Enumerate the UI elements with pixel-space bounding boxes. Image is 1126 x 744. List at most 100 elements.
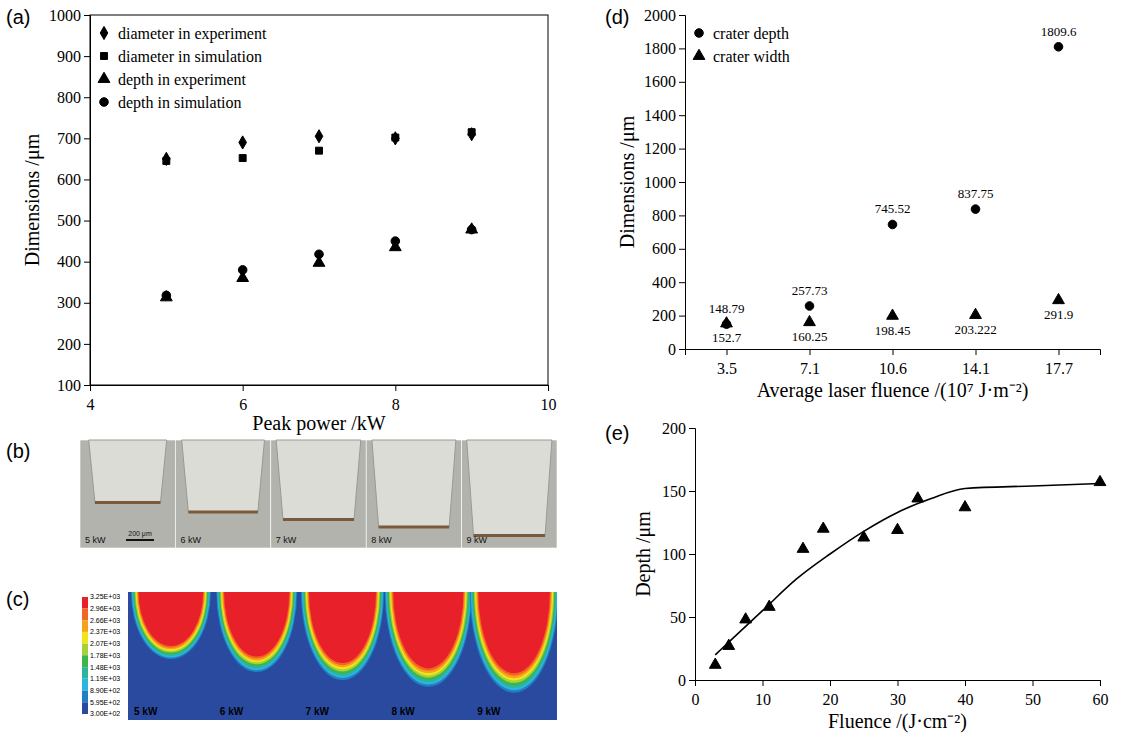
pool-contour [390, 592, 467, 675]
tick: 40 [958, 680, 974, 708]
axis-line [84, 16, 91, 386]
pool-contour [216, 592, 297, 672]
tick-label: 60 [1093, 691, 1109, 708]
panel-letter: (d) [605, 6, 629, 28]
tick: 100 [662, 546, 695, 563]
point [316, 147, 323, 154]
point [392, 134, 399, 141]
pool-contour [470, 592, 557, 693]
panel-letter: (e) [605, 422, 629, 444]
tick-mark [84, 56, 90, 57]
point [721, 317, 733, 327]
tick-label: 14.1 [962, 360, 990, 377]
tick-label: 500 [57, 212, 81, 229]
point [163, 152, 171, 165]
data-label: 257.73 [792, 283, 828, 298]
crater [182, 440, 265, 512]
point [1053, 293, 1065, 303]
tick-mark [679, 249, 685, 250]
data-label: 1809.6 [1041, 24, 1077, 39]
pool-contour [139, 592, 204, 646]
colorbar-label: 2.96E+03 [90, 605, 120, 612]
tick: 7.1 [800, 349, 820, 377]
point [392, 132, 400, 145]
tick-mark [90, 385, 91, 391]
photo-label: 5 kW [85, 535, 106, 545]
photo-label: 8 kW [371, 535, 392, 545]
pool-contour [304, 592, 381, 674]
pool-label: 8 kW [391, 706, 415, 717]
tick: 100 [57, 377, 90, 394]
tick-mark [689, 680, 695, 681]
marks [160, 128, 477, 301]
point [239, 136, 247, 149]
x-axis: 3.57.110.614.117.7 [686, 349, 1101, 377]
legend-marker [693, 49, 705, 59]
tick-mark [965, 680, 966, 686]
legend-label: depth in experiment [118, 71, 247, 89]
point [466, 223, 478, 233]
pool-contour [222, 592, 291, 660]
tick: 1200 [644, 140, 685, 157]
tick-mark [893, 349, 894, 355]
pool-contour [478, 592, 549, 673]
tick-label: 900 [57, 48, 81, 65]
tick: 10 [541, 385, 557, 413]
tick: 8 [392, 385, 400, 413]
point [888, 220, 897, 229]
point [468, 129, 475, 136]
legend-marker [695, 29, 704, 38]
x-axis: 46810 [87, 385, 557, 413]
tick-mark [679, 182, 685, 183]
tick-mark [1033, 680, 1034, 686]
tick: 2000 [644, 7, 685, 24]
pool-contour [218, 592, 295, 668]
tick-label: 200 [57, 336, 81, 353]
tick-mark [84, 303, 90, 304]
tick-label: 200 [652, 307, 676, 324]
x-axis-title: Average laser fluence /(10⁷ J·m⁻²) [757, 379, 1029, 402]
pool-contour [306, 592, 379, 669]
crater-bottom [95, 501, 161, 504]
tick-label: 10 [755, 691, 771, 708]
tick-label: 50 [670, 609, 686, 626]
tick: 4 [87, 385, 95, 413]
pool-contour [302, 592, 383, 678]
tick-mark [84, 221, 90, 222]
tick: 50 [1025, 680, 1041, 708]
point [970, 308, 982, 318]
tick-mark [679, 349, 685, 350]
tick-label: 1800 [644, 40, 676, 57]
tick-label: 0 [678, 672, 686, 689]
tick-mark [976, 349, 977, 355]
plot-frame [90, 15, 548, 385]
point [239, 155, 246, 162]
panel-letter: (b) [6, 440, 30, 462]
tick: 600 [57, 171, 90, 188]
panel-0: (a)100200300400500600700800900100046810P… [6, 6, 557, 435]
tick-mark [395, 385, 396, 391]
pool-contour [303, 592, 382, 676]
tick-mark [84, 262, 90, 263]
crater-bottom [283, 518, 354, 521]
pool-contour [132, 592, 210, 657]
data-label: 152.7 [712, 330, 742, 345]
point [1054, 42, 1063, 51]
photo-frame [175, 440, 270, 548]
tick: 10 [755, 680, 771, 708]
tick: 0 [668, 341, 685, 358]
crater-bottom [379, 526, 450, 529]
pool-contour [471, 592, 557, 690]
pool-contour [309, 592, 376, 663]
tick-label: 100 [57, 377, 81, 394]
pool-contour [135, 592, 207, 653]
data-label: 745.52 [875, 201, 911, 216]
y-axis: 1002003004005006007008009001000 [49, 7, 91, 394]
panel-letter: (a) [6, 6, 30, 28]
tick: 800 [652, 207, 685, 224]
marks [709, 475, 1106, 668]
point [723, 639, 735, 649]
tick-mark [679, 316, 685, 317]
tick-mark [679, 149, 685, 150]
crater [467, 440, 552, 536]
